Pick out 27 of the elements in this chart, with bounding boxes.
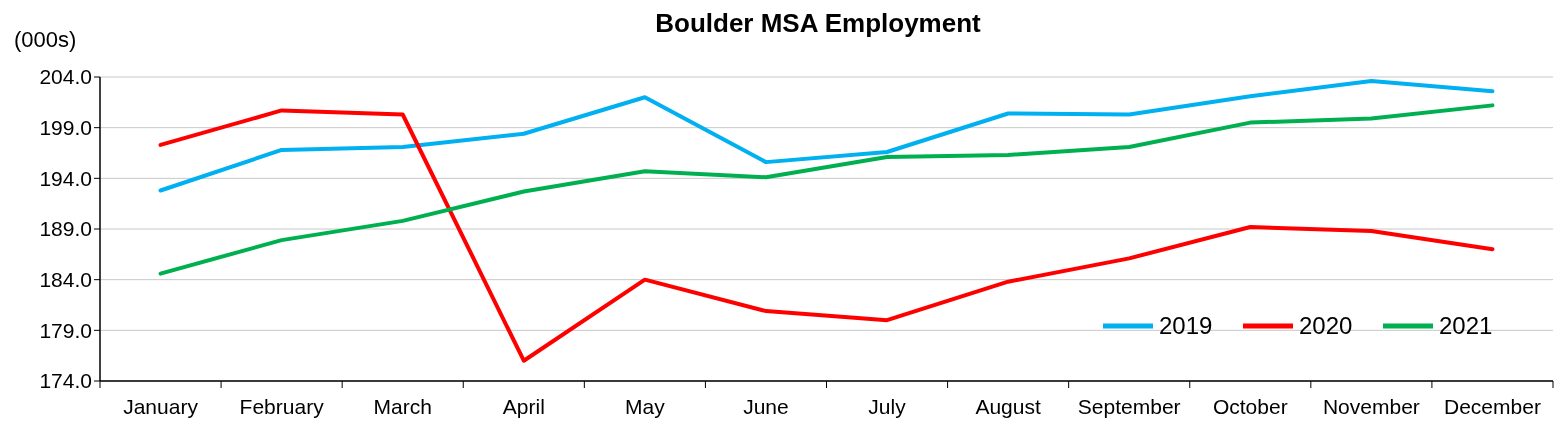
y-tick-label: 194.0	[39, 166, 92, 190]
y-tick-label: 174.0	[39, 369, 92, 393]
x-tick-label: August	[975, 395, 1041, 418]
y-tick-label: 199.0	[39, 116, 92, 140]
x-tick-label: April	[502, 395, 545, 418]
y-tick-label: 189.0	[39, 217, 92, 241]
x-tick-label: March	[373, 395, 432, 418]
y-tick-label: 179.0	[39, 318, 92, 342]
x-tick-label: January	[123, 395, 199, 418]
x-tick-label: September	[1077, 395, 1181, 418]
line-series	[158, 79, 1495, 193]
x-tick-label: February	[239, 395, 325, 418]
legend-label: 2021	[1439, 312, 1493, 340]
legend-label: 2020	[1299, 312, 1353, 340]
x-tick-label: July	[868, 395, 907, 418]
chart-title: Boulder MSA Employment	[655, 8, 982, 38]
line-series	[158, 108, 1495, 363]
legend-label: 2019	[1159, 312, 1213, 340]
x-tick-label: October	[1212, 395, 1288, 418]
x-tick-label: November	[1322, 395, 1420, 418]
y-axis-title: (000s)	[14, 27, 77, 52]
y-tick-label: 184.0	[39, 268, 92, 292]
x-tick-label: December	[1444, 395, 1541, 418]
x-tick-label: June	[743, 395, 789, 418]
y-tick-label: 204.0	[39, 65, 92, 89]
line-series	[158, 103, 1495, 276]
x-tick-label: May	[625, 395, 666, 418]
